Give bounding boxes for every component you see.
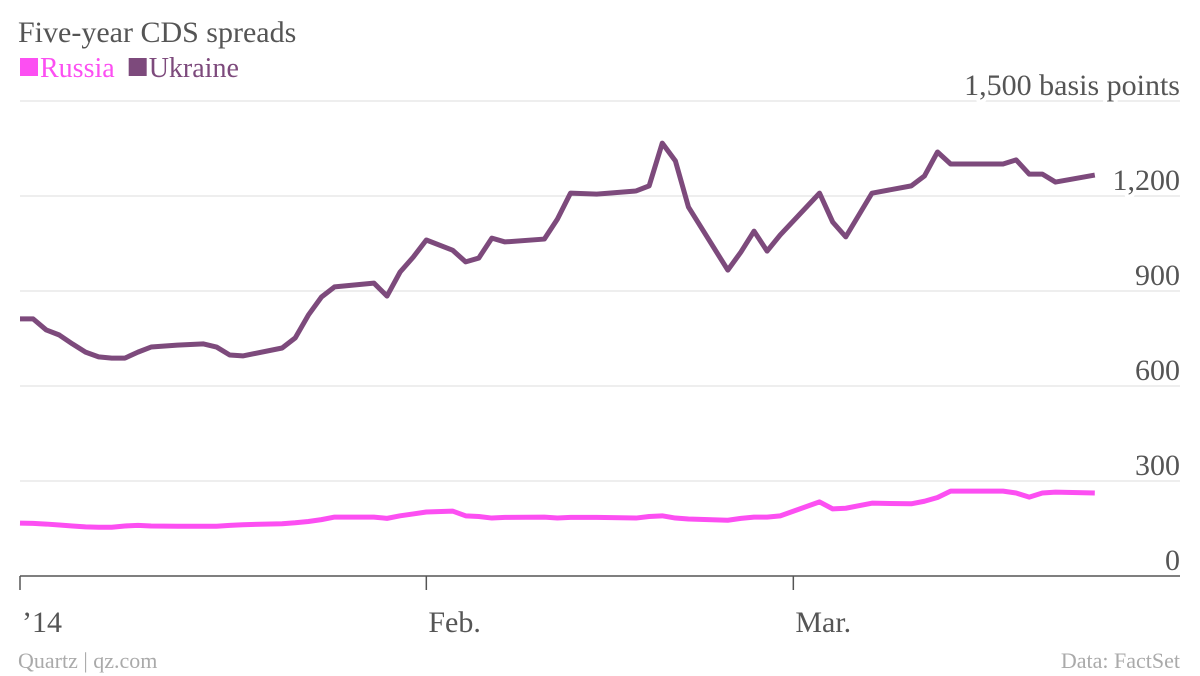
series-line [20, 140, 1096, 361]
x-tick-label: Mar. [795, 606, 851, 639]
credit: Quartz | qz.com [18, 648, 157, 673]
series-line [19, 488, 1095, 530]
legend-label: Ukraine [149, 53, 239, 84]
legend-label: Russia [40, 53, 115, 84]
y-tick-label: 900 [1135, 259, 1180, 292]
chart-title: Five-year CDS spreads [18, 16, 296, 49]
y-tick-label: 1,200 [1113, 164, 1181, 197]
legend-swatch [20, 58, 38, 76]
y-tick-label: 300 [1135, 449, 1180, 482]
x-tick-label: Feb. [428, 606, 481, 639]
y-tick-label: 600 [1135, 354, 1180, 387]
y-tick-label: 1,500 basis points [964, 69, 1180, 102]
source: Data: FactSet [1061, 648, 1180, 673]
x-tick-label: ’14 [22, 606, 62, 639]
y-tick-label: 0 [1165, 544, 1180, 577]
legend-swatch [128, 58, 147, 76]
